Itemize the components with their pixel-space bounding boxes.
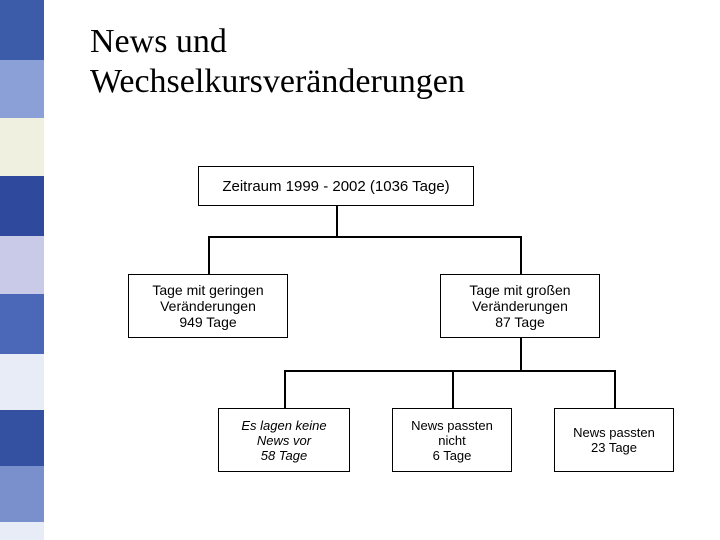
sidebar-block-0	[0, 0, 44, 60]
left-box: Tage mit geringenVeränderungen949 Tage	[128, 274, 288, 338]
title-line-1: News und	[90, 22, 465, 62]
connector-right-down	[520, 338, 522, 370]
box-line: News passten	[573, 425, 655, 440]
connector-to-c3	[614, 370, 616, 408]
sidebar-block-8	[0, 466, 44, 522]
connector-to-right	[520, 236, 522, 274]
sidebar-block-4	[0, 236, 44, 294]
sidebar-block-3	[0, 176, 44, 236]
box-line: 6 Tage	[433, 448, 472, 463]
sidebar-block-9	[0, 522, 44, 540]
connector-to-c2	[452, 370, 454, 408]
right-box: Tage mit großenVeränderungen87 Tage	[440, 274, 600, 338]
sidebar-block-5	[0, 294, 44, 354]
box-line: Tage mit großen	[469, 282, 570, 298]
child-box-2: News passtennicht6 Tage	[392, 408, 512, 472]
sidebar-block-7	[0, 410, 44, 466]
connector-horiz-2	[284, 370, 614, 372]
title-line-2: Wechselkursveränderungen	[90, 62, 465, 102]
box-line: nicht	[438, 433, 465, 448]
child-box-1: Es lagen keineNews vor58 Tage	[218, 408, 350, 472]
box-line: Tage mit geringen	[152, 282, 263, 298]
sidebar-block-2	[0, 118, 44, 176]
page-title: News und Wechselkursveränderungen	[90, 22, 465, 102]
connector-to-left	[208, 236, 210, 274]
box-line: Zeitraum 1999 - 2002 (1036 Tage)	[222, 178, 449, 195]
box-line: 58 Tage	[261, 448, 308, 463]
box-line: 87 Tage	[495, 314, 545, 330]
box-line: News vor	[257, 433, 311, 448]
sidebar-block-1	[0, 60, 44, 118]
box-line: Es lagen keine	[241, 418, 326, 433]
decorative-sidebar	[0, 0, 44, 540]
box-line: 949 Tage	[179, 314, 236, 330]
sidebar-block-6	[0, 354, 44, 410]
connector-root-down	[336, 206, 338, 236]
root-box: Zeitraum 1999 - 2002 (1036 Tage)	[198, 166, 474, 206]
box-line: Veränderungen	[160, 298, 256, 314]
box-line: Veränderungen	[472, 298, 568, 314]
child-box-3: News passten23 Tage	[554, 408, 674, 472]
box-line: 23 Tage	[591, 440, 637, 455]
connector-horiz-1	[208, 236, 520, 238]
connector-to-c1	[284, 370, 286, 408]
box-line: News passten	[411, 418, 493, 433]
